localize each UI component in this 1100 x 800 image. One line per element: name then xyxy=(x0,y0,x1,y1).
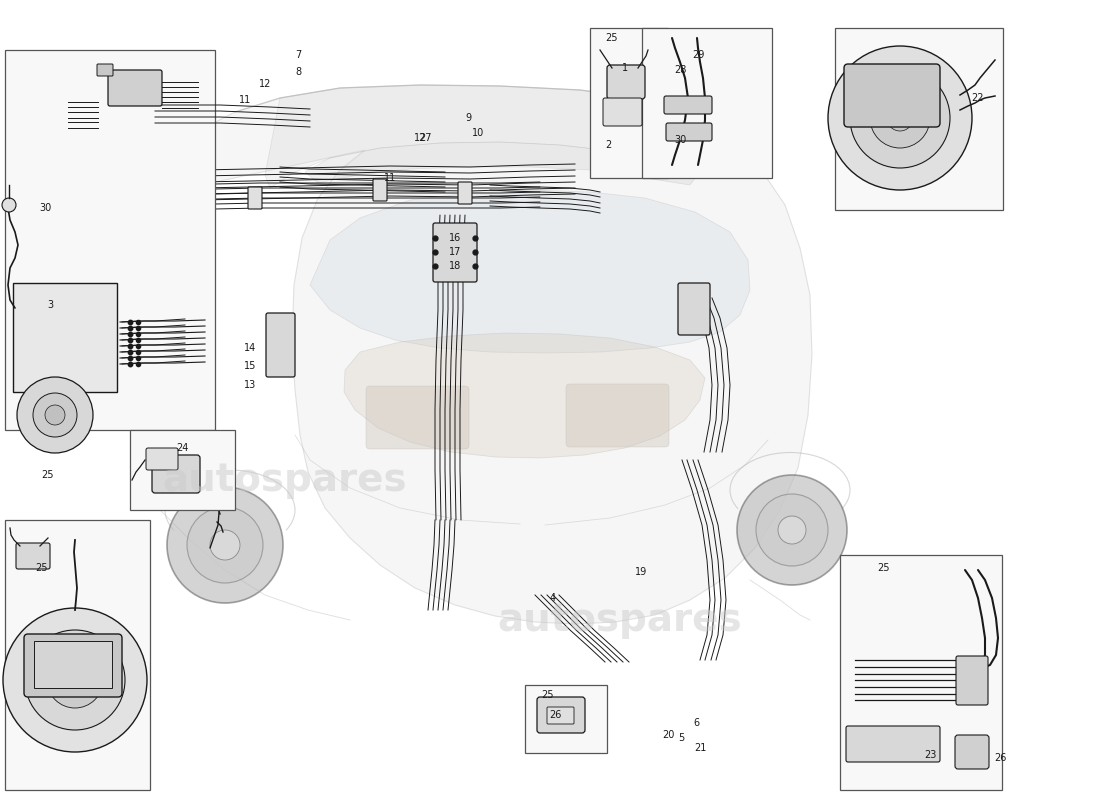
Text: 28: 28 xyxy=(674,65,686,75)
FancyBboxPatch shape xyxy=(956,656,988,705)
Circle shape xyxy=(828,46,972,190)
Text: 5: 5 xyxy=(678,733,684,743)
FancyBboxPatch shape xyxy=(566,384,669,447)
Text: 14: 14 xyxy=(244,343,256,353)
FancyBboxPatch shape xyxy=(97,64,113,76)
Text: 3: 3 xyxy=(47,300,53,310)
Text: 27: 27 xyxy=(419,133,431,143)
Bar xyxy=(835,28,1003,210)
Text: 8: 8 xyxy=(295,67,301,77)
Text: 10: 10 xyxy=(472,128,484,138)
Circle shape xyxy=(850,68,950,168)
Circle shape xyxy=(16,377,94,453)
Text: 30: 30 xyxy=(674,135,686,145)
FancyBboxPatch shape xyxy=(607,65,645,99)
FancyBboxPatch shape xyxy=(24,634,122,697)
Circle shape xyxy=(756,494,828,566)
Bar xyxy=(590,28,668,178)
Text: 23: 23 xyxy=(924,750,936,760)
Text: 7: 7 xyxy=(295,50,301,60)
FancyBboxPatch shape xyxy=(13,283,117,392)
Text: 1: 1 xyxy=(621,63,628,73)
FancyBboxPatch shape xyxy=(433,223,477,282)
Text: 17: 17 xyxy=(449,247,461,257)
Bar xyxy=(525,685,607,753)
Circle shape xyxy=(167,487,283,603)
FancyBboxPatch shape xyxy=(844,64,940,127)
Bar xyxy=(642,28,772,178)
Text: autospares: autospares xyxy=(163,461,407,499)
Text: 25: 25 xyxy=(35,563,48,573)
Text: 13: 13 xyxy=(244,380,256,390)
Polygon shape xyxy=(155,85,812,624)
FancyBboxPatch shape xyxy=(846,726,940,762)
Text: 11: 11 xyxy=(384,173,396,183)
Circle shape xyxy=(45,405,65,425)
FancyBboxPatch shape xyxy=(152,455,200,493)
Circle shape xyxy=(778,516,806,544)
Text: 19: 19 xyxy=(635,567,647,577)
Bar xyxy=(840,555,1002,790)
FancyBboxPatch shape xyxy=(547,707,574,724)
Circle shape xyxy=(870,88,930,148)
Text: 4: 4 xyxy=(550,593,557,603)
Text: 30: 30 xyxy=(39,203,51,213)
Text: autospares: autospares xyxy=(497,601,742,639)
Circle shape xyxy=(3,608,147,752)
FancyBboxPatch shape xyxy=(366,386,469,449)
Text: 18: 18 xyxy=(449,261,461,271)
Text: 12: 12 xyxy=(258,79,272,89)
Circle shape xyxy=(887,105,913,131)
Text: 25: 25 xyxy=(541,690,553,700)
Text: 24: 24 xyxy=(176,443,188,453)
Text: 16: 16 xyxy=(449,233,461,243)
FancyBboxPatch shape xyxy=(664,96,712,114)
Bar xyxy=(6,520,150,790)
FancyBboxPatch shape xyxy=(266,313,295,377)
Text: 6: 6 xyxy=(693,718,700,728)
Text: 25: 25 xyxy=(605,33,617,43)
Circle shape xyxy=(63,668,87,692)
Text: 25: 25 xyxy=(877,563,889,573)
Text: 12: 12 xyxy=(414,133,426,143)
FancyBboxPatch shape xyxy=(16,543,50,569)
Text: 15: 15 xyxy=(244,361,256,371)
FancyBboxPatch shape xyxy=(108,70,162,106)
Polygon shape xyxy=(310,190,750,353)
Text: 29: 29 xyxy=(692,50,704,60)
Text: 9: 9 xyxy=(465,113,471,123)
FancyBboxPatch shape xyxy=(678,283,710,335)
Circle shape xyxy=(737,475,847,585)
Text: 20: 20 xyxy=(662,730,674,740)
Circle shape xyxy=(210,530,240,560)
FancyBboxPatch shape xyxy=(955,735,989,769)
Text: 2: 2 xyxy=(605,140,612,150)
Polygon shape xyxy=(305,142,700,185)
FancyBboxPatch shape xyxy=(537,697,585,733)
Circle shape xyxy=(25,630,125,730)
Polygon shape xyxy=(344,333,705,458)
Polygon shape xyxy=(265,85,760,188)
Circle shape xyxy=(2,198,16,212)
Bar xyxy=(6,50,214,430)
FancyBboxPatch shape xyxy=(34,641,112,688)
FancyBboxPatch shape xyxy=(666,123,712,141)
Text: 26: 26 xyxy=(993,753,1007,763)
FancyBboxPatch shape xyxy=(603,98,642,126)
Text: 21: 21 xyxy=(694,743,706,753)
Text: 26: 26 xyxy=(549,710,561,720)
FancyBboxPatch shape xyxy=(248,187,262,209)
Bar xyxy=(130,430,235,510)
FancyBboxPatch shape xyxy=(373,179,387,201)
Text: 11: 11 xyxy=(239,95,251,105)
Text: 25: 25 xyxy=(41,470,53,480)
Text: 22: 22 xyxy=(971,93,984,103)
FancyBboxPatch shape xyxy=(458,182,472,204)
Circle shape xyxy=(187,507,263,583)
FancyBboxPatch shape xyxy=(146,448,178,470)
Circle shape xyxy=(47,652,103,708)
Circle shape xyxy=(33,393,77,437)
